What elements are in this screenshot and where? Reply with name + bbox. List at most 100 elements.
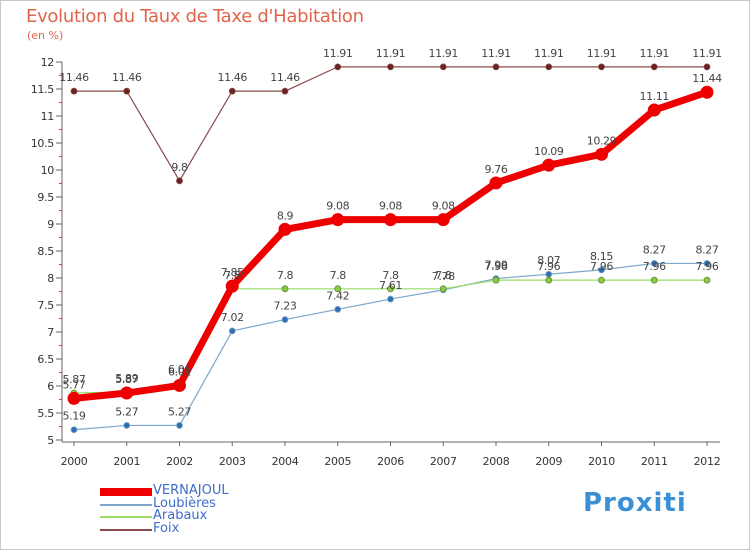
chart-axes: 5 5.5 6 6.5 7 7.5 8 8.5 9 9.5 10 10.5 11 11.5 12 2000 20…	[31, 56, 721, 468]
y-tick-label: 5	[47, 434, 54, 447]
brand-logo: Proxiti	[583, 488, 687, 518]
data-point-vernajoul	[331, 213, 345, 227]
data-label-loubieres: 7.02	[221, 311, 244, 324]
data-label-vernajoul: 7.85	[221, 266, 244, 279]
data-label-vernajoul: 5.77	[63, 378, 86, 391]
data-point-loubieres	[70, 426, 78, 434]
data-label-foix: 11.46	[218, 71, 248, 84]
data-point-foix	[598, 63, 605, 71]
data-point-loubieres	[281, 316, 289, 323]
x-tick-label: 2009	[535, 455, 562, 468]
data-point-foix	[492, 63, 500, 71]
data-point-foix	[281, 87, 289, 95]
data-point-vernajoul	[489, 176, 503, 190]
data-point-arabaux	[650, 276, 658, 284]
data-point-vernajoul	[700, 85, 714, 99]
data-point-foix	[123, 87, 131, 95]
data-label-foix: 11.91	[481, 47, 511, 60]
y-tick-label: 7.5	[37, 299, 54, 312]
data-point-vernajoul	[595, 147, 608, 161]
y-tick-label: 8	[47, 272, 54, 285]
y-tick-label: 12	[41, 56, 54, 69]
data-label-arabaux: 7.8	[435, 269, 452, 282]
data-point-foix	[176, 177, 183, 185]
x-tick-label: 2012	[694, 455, 721, 468]
data-label-loubieres: 8.27	[643, 243, 666, 256]
legend-label-vernajoul: VERNAJOUL	[153, 483, 229, 498]
data-label-foix: 11.91	[587, 47, 617, 60]
data-point-vernajoul	[67, 391, 81, 405]
data-point-arabaux	[387, 285, 394, 293]
data-point-loubieres	[598, 266, 605, 274]
data-point-loubieres	[703, 260, 711, 267]
series-line-foix	[73, 66, 708, 182]
data-label-vernajoul: 9.08	[432, 200, 455, 213]
data-point-vernajoul	[173, 378, 186, 392]
x-tick-label: 2002	[166, 455, 193, 468]
data-label-vernajoul: 9.08	[379, 200, 402, 213]
data-label-vernajoul: 10.09	[534, 145, 564, 158]
data-label-arabaux: 7.96	[696, 260, 719, 273]
data-label-foix: 11.91	[640, 47, 670, 60]
data-label-arabaux: 7.8	[277, 269, 294, 282]
chart-title: Evolution du Taux de Taxe d'Habitation	[26, 6, 364, 27]
data-label-arabaux: 7.8	[224, 269, 241, 282]
x-tick-label: 2011	[641, 455, 668, 468]
x-tick-label: 2004	[272, 455, 299, 468]
x-tick-label: 2008	[483, 455, 510, 468]
data-label-loubieres: 5.27	[168, 405, 191, 418]
data-label-arabaux: 7.8	[330, 269, 347, 282]
x-tick-label: 2001	[113, 455, 140, 468]
y-tick-label: 7	[47, 326, 54, 339]
data-label-foix: 11.46	[59, 71, 89, 84]
y-tick-label: 11	[41, 110, 54, 123]
data-label-foix: 11.91	[429, 47, 459, 60]
data-point-arabaux	[281, 285, 289, 293]
data-label-loubieres: 7.61	[379, 279, 402, 292]
data-point-vernajoul	[278, 222, 292, 236]
y-tick-label: 6	[47, 380, 54, 393]
data-point-foix	[650, 63, 658, 71]
data-label-foix: 11.91	[692, 47, 722, 60]
data-point-arabaux	[439, 285, 447, 293]
y-tick-label: 9.5	[37, 191, 54, 204]
data-point-loubieres	[123, 422, 131, 429]
data-label-vernajoul: 9.08	[326, 200, 349, 213]
data-label-vernajoul: 5.87	[115, 373, 138, 386]
data-label-loubieres: 8.27	[696, 243, 719, 256]
y-tick-label: 10	[41, 164, 55, 177]
x-tick-label: 2000	[61, 455, 88, 468]
legend-swatch-arabaux	[100, 516, 152, 518]
data-point-vernajoul	[647, 103, 661, 117]
data-label-foix: 11.91	[534, 47, 564, 60]
data-label-arabaux: 7.96	[590, 260, 613, 273]
data-point-arabaux	[492, 276, 500, 284]
data-label-arabaux: 7.96	[485, 260, 508, 273]
y-tick-label: 5.5	[37, 407, 54, 420]
data-point-foix	[228, 87, 236, 95]
data-label-arabaux: 5.89	[115, 372, 138, 385]
data-label-vernajoul: 11.11	[640, 90, 670, 103]
y-tick-label: 10.5	[31, 137, 55, 150]
data-point-vernajoul	[384, 213, 397, 227]
data-label-arabaux: 7.96	[643, 260, 666, 273]
data-point-arabaux	[703, 276, 711, 284]
data-label-loubieres: 5.19	[63, 410, 86, 423]
data-point-foix	[334, 63, 342, 71]
data-point-loubieres	[228, 327, 236, 335]
data-label-loubieres: 8.07	[537, 254, 560, 267]
data-point-loubieres	[650, 260, 658, 267]
data-point-loubieres	[334, 305, 342, 313]
data-label-loubieres: 7.42	[326, 289, 349, 302]
y-tick-label: 6.5	[37, 353, 54, 366]
data-point-foix	[545, 63, 553, 71]
y-tick-label: 8.5	[37, 245, 54, 258]
data-point-vernajoul	[225, 279, 239, 293]
data-label-loubieres: 7.23	[274, 300, 297, 313]
data-point-vernajoul	[542, 158, 556, 172]
data-label-arabaux: 7.8	[382, 269, 399, 282]
data-point-foix	[387, 63, 394, 71]
data-label-vernajoul: 8.9	[277, 209, 294, 222]
data-label-foix: 9.8	[171, 161, 188, 174]
